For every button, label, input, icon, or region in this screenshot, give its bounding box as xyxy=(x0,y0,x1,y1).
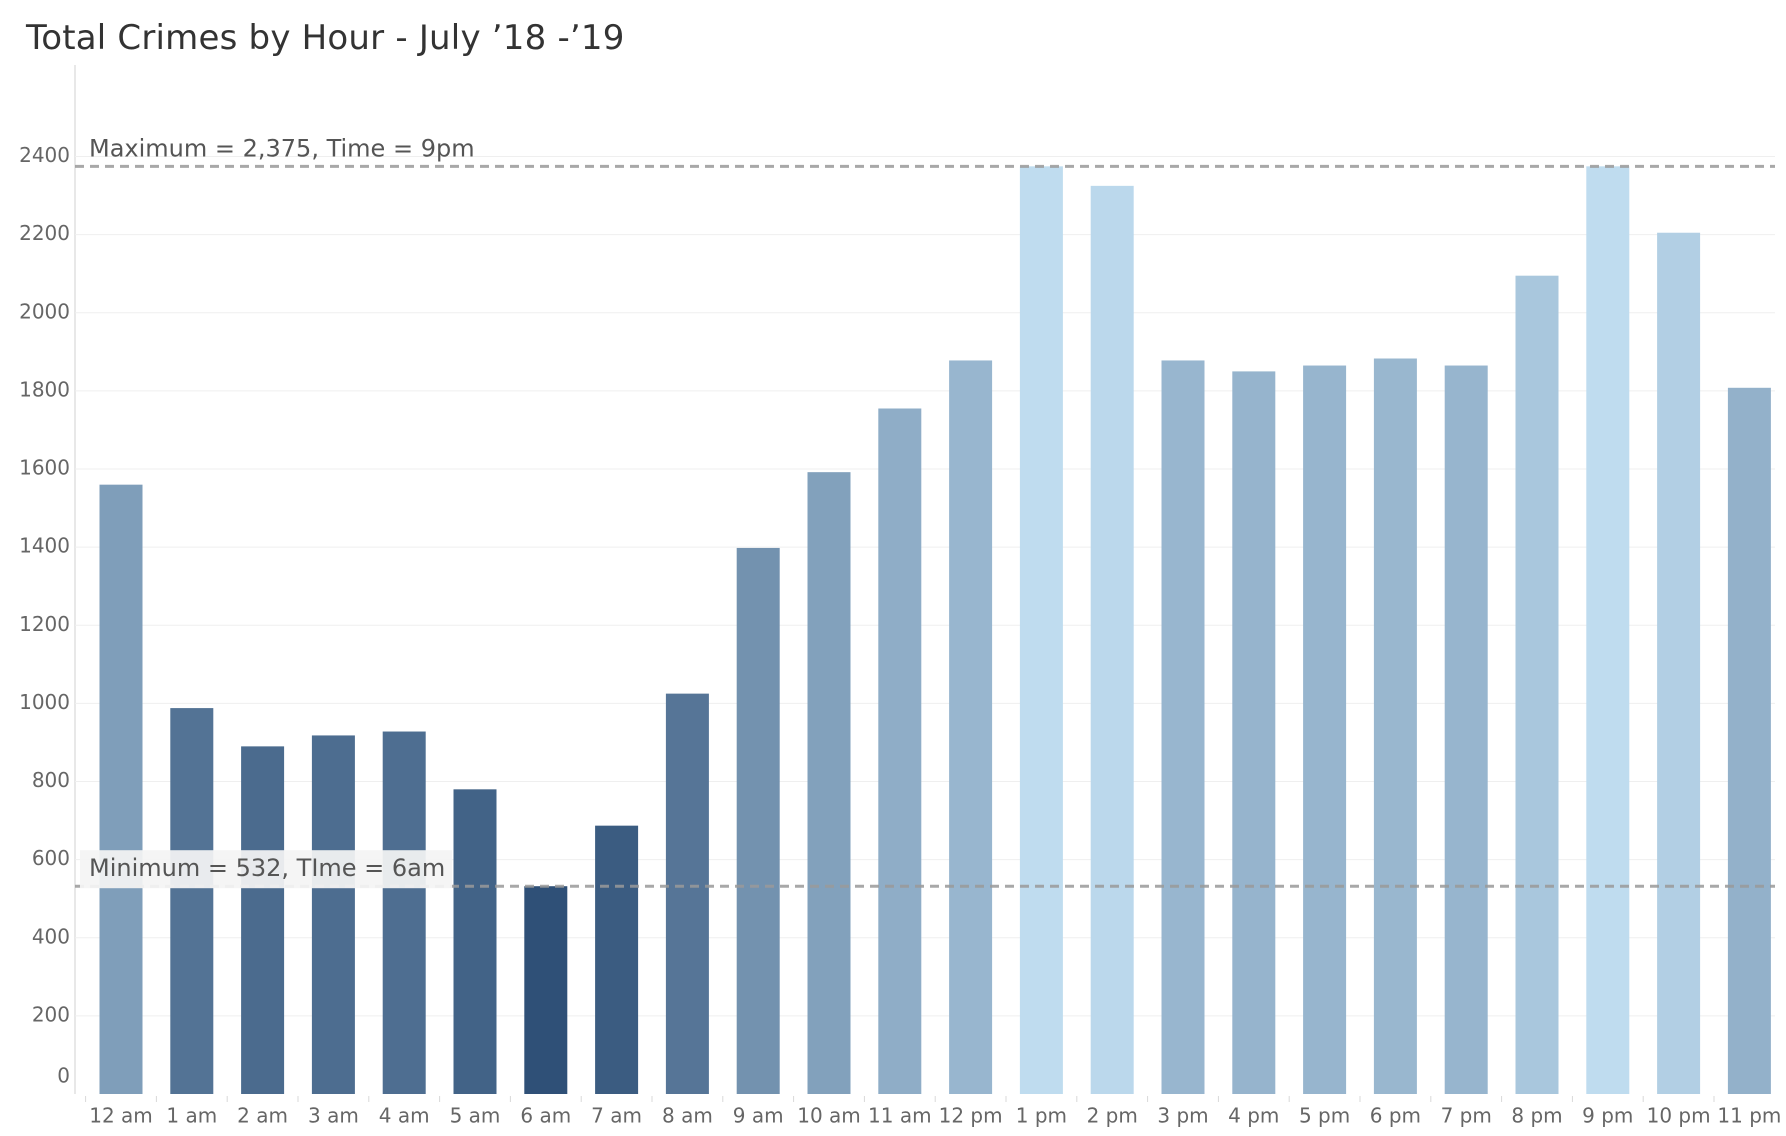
x-tick-label: 11 pm xyxy=(1717,1104,1781,1128)
x-tick-label: 7 am xyxy=(591,1104,642,1128)
bar-3-pm xyxy=(1161,360,1205,1094)
x-tick-label: 1 am xyxy=(166,1104,217,1128)
bar-6-am xyxy=(524,886,568,1094)
reference-label-background xyxy=(80,850,452,889)
y-tick-label: 400 xyxy=(32,924,70,948)
bar-5-pm xyxy=(1303,365,1347,1094)
y-tick-label: 2000 xyxy=(19,299,70,323)
bar-2-am xyxy=(241,746,285,1094)
y-axis-ticks: 0 200 400 600 800 1000 1200 1400 1600 1800 2000 220… xyxy=(19,143,70,1087)
bar-8-pm xyxy=(1515,275,1559,1094)
bar-11-pm xyxy=(1727,387,1771,1095)
x-tick-label: 2 pm xyxy=(1087,1104,1138,1128)
bar-12-am xyxy=(99,484,143,1094)
x-tick-label: 6 pm xyxy=(1370,1104,1421,1128)
x-tick-label: 5 am xyxy=(450,1104,501,1128)
y-tick-label: 200 xyxy=(32,1002,70,1026)
bar-10-am xyxy=(807,472,851,1094)
x-tick-label: 6 am xyxy=(520,1104,571,1128)
x-tick-label: 8 pm xyxy=(1511,1104,1562,1128)
x-tick-label: 5 pm xyxy=(1299,1104,1350,1128)
x-tick-label: 8 am xyxy=(662,1104,713,1128)
x-tick-label: 2 am xyxy=(237,1104,288,1128)
x-tick-label: 12 am xyxy=(89,1104,153,1128)
bar-1-am xyxy=(170,708,214,1094)
reference-line-label: Minimum = 532, TIme = 6am xyxy=(89,854,445,882)
bar-8-am xyxy=(665,693,709,1094)
bar-11-am xyxy=(878,408,922,1094)
x-tick-label: 3 am xyxy=(308,1104,359,1128)
x-tick-label: 10 am xyxy=(797,1104,861,1128)
bars xyxy=(99,166,1771,1095)
bar-2-pm xyxy=(1090,185,1134,1095)
y-tick-label: 2400 xyxy=(19,143,70,167)
bar-10-pm xyxy=(1657,232,1701,1095)
y-tick-label: 800 xyxy=(32,768,70,792)
bar-4-pm xyxy=(1232,371,1276,1094)
bar-5-am xyxy=(453,789,497,1094)
x-axis-ticks: 12 am 1 am 2 am 3 am 4 am 5 am 6 am 7 am 8 am 9 a… xyxy=(85,1096,1781,1128)
x-tick-label: 11 am xyxy=(868,1104,932,1128)
x-tick-label: 9 pm xyxy=(1582,1104,1633,1128)
x-tick-label: 4 pm xyxy=(1228,1104,1279,1128)
y-tick-label: 1000 xyxy=(19,690,70,714)
bar-12-pm xyxy=(949,360,993,1094)
x-tick-label: 10 pm xyxy=(1647,1104,1711,1128)
x-tick-label: 4 am xyxy=(379,1104,430,1128)
bar-9-pm xyxy=(1586,166,1630,1094)
bar-7-pm xyxy=(1444,365,1488,1094)
bar-3-am xyxy=(311,735,355,1094)
reference-line-label: Maximum = 2,375, Time = 9pm xyxy=(89,134,475,162)
bar-4-am xyxy=(382,731,426,1094)
y-tick-label: 600 xyxy=(32,846,70,870)
x-tick-label: 9 am xyxy=(733,1104,784,1128)
y-tick-label: 1800 xyxy=(19,377,70,401)
y-tick-label: 2200 xyxy=(19,221,70,245)
x-tick-label: 7 pm xyxy=(1441,1104,1492,1128)
bar-1-pm xyxy=(1019,166,1063,1094)
bar-7-am xyxy=(595,825,639,1094)
x-tick-label: 12 pm xyxy=(939,1104,1003,1128)
gridlines xyxy=(75,156,1775,1017)
x-tick-label: 1 pm xyxy=(1016,1104,1067,1128)
chart-title: Total Crimes by Hour - July ’18 -’19 xyxy=(26,18,625,58)
y-tick-label: 1200 xyxy=(19,612,70,636)
x-tick-label: 3 pm xyxy=(1157,1104,1208,1128)
y-tick-label: 0 xyxy=(57,1064,70,1088)
reference-lines: Maximum = 2,375, Time = 9pm Minimum = 532… xyxy=(75,134,1775,889)
bar-6-pm xyxy=(1373,358,1417,1094)
y-tick-label: 1600 xyxy=(19,456,70,480)
bar-9-am xyxy=(736,547,780,1094)
y-tick-label: 1400 xyxy=(19,534,70,558)
